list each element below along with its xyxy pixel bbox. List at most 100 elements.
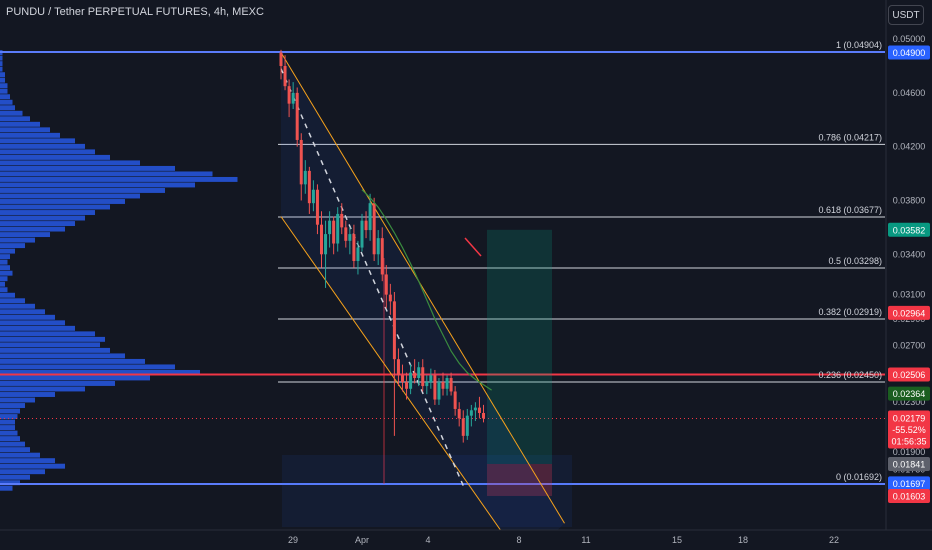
arrow-mark[interactable] [464, 237, 482, 257]
candle-body [380, 238, 384, 275]
candle [441, 372, 445, 396]
price-badge-bg [888, 386, 930, 401]
channel-upper-line[interactable] [280, 52, 565, 524]
volume-profile-bar [0, 121, 40, 127]
candle-body [376, 238, 380, 255]
volume-profile-bar [0, 347, 110, 353]
candle-body [295, 92, 299, 140]
time-tick-label: Apr [355, 535, 369, 545]
candle [340, 203, 344, 235]
volume-profile-bar [0, 270, 13, 276]
time-tick-label: 4 [425, 535, 430, 545]
candle-body [320, 224, 323, 255]
fib-label-0-382: 0.382 (0.02919) [818, 307, 882, 317]
price-badge-label: 0.02364 [893, 389, 926, 399]
fib-label-1: 1 (0.04904) [836, 40, 882, 50]
volume-profile-bar [0, 265, 10, 271]
price-badge-label: 0.02964 [893, 308, 926, 318]
price-badge-label: 0.01603 [893, 491, 926, 501]
candle [368, 193, 372, 241]
time-tick-label: 11 [581, 535, 590, 545]
price-badge-label: 0.01841 [893, 459, 926, 469]
time-axis[interactable]: 29 Apr 4 8 11 15 18 22 [0, 529, 932, 550]
volume-profile-bar [0, 392, 55, 397]
price-tick-label: 0.04600 [893, 88, 926, 98]
candle [417, 361, 421, 387]
current-price-badge[interactable]: 0.02179-55.52% 01:56:35 [888, 410, 930, 449]
volume-profile-bar [0, 127, 50, 133]
candle-body [352, 234, 356, 262]
volume-profile-bar [0, 226, 65, 232]
price-badge-bg [888, 488, 930, 503]
candle-body [279, 52, 283, 66]
candle-body [283, 65, 287, 87]
profit-zone[interactable] [487, 229, 552, 464]
volume-profile-bar [0, 254, 10, 260]
long-position-tool[interactable] [282, 229, 572, 527]
volume-profile-bar [0, 99, 13, 105]
volume-profile-bar [0, 458, 55, 464]
volume-profile-bar [0, 149, 95, 155]
volume-profile-bar [0, 414, 18, 420]
volume-profile-bar [0, 287, 8, 293]
candle [477, 396, 481, 419]
volume-profile-bar [0, 88, 8, 94]
candle [388, 283, 392, 315]
stop-zone[interactable] [487, 463, 552, 496]
candle [457, 402, 461, 427]
volume-profile-bar [0, 116, 30, 122]
candle-body [449, 378, 453, 392]
price-badge-label: 0.02506 [893, 370, 926, 380]
time-tick-label: 29 [288, 535, 298, 545]
price-badge[interactable]: 0.01697 [888, 476, 930, 491]
volume-profile-bar [0, 485, 13, 491]
candle [372, 197, 376, 262]
chart-title: PUNDU / Tether PERPETUAL FUTURES, 4h, ME… [6, 6, 264, 18]
price-badge[interactable]: 0.02506 [888, 367, 930, 382]
candle-body [336, 213, 340, 244]
price-badge[interactable]: 0.01841 [888, 456, 930, 471]
candle [376, 230, 380, 266]
currency-button[interactable]: USDT [888, 5, 924, 25]
candle-countdown: 01:56:35 [891, 437, 926, 447]
price-tick-label: 0.05000 [893, 34, 926, 44]
volume-profile-bar [0, 386, 85, 392]
candle [405, 372, 409, 400]
candle-body [473, 407, 477, 411]
volume-profile-bar [0, 430, 18, 436]
candle-body [392, 301, 396, 360]
price-change-percent: -55.52% [892, 425, 926, 435]
volume-profile-bar [0, 364, 175, 370]
price-badge[interactable]: 0.02964 [888, 305, 930, 320]
candle-body [348, 234, 352, 241]
volume-profile-bar [0, 165, 175, 171]
price-axis[interactable]: 0.05000 0.04600 0.04200 0.03800 0.03400 0.031… [885, 0, 932, 530]
price-badge[interactable]: 0.03582 [888, 222, 930, 237]
candle-body [421, 367, 425, 387]
candle [409, 364, 413, 395]
price-tick-label: 0.03100 [893, 290, 926, 300]
candle [299, 133, 303, 201]
price-badge[interactable]: 0.02364 [888, 386, 930, 401]
volume-profile-bar [0, 77, 5, 83]
moving-average [361, 189, 492, 391]
volume-profile-bar [0, 138, 75, 144]
candle [307, 166, 311, 214]
candle [469, 404, 473, 427]
price-badge-bg [888, 456, 930, 471]
price-badge-label: 0.04900 [893, 48, 926, 58]
volume-profile-bar [0, 176, 238, 182]
candle [315, 184, 319, 235]
candle-body [303, 170, 307, 185]
price-badge[interactable]: 0.04900 [888, 45, 930, 60]
price-badge-label: 0.01697 [893, 479, 926, 489]
volume-profile-bar [0, 83, 8, 89]
volume-profile-bar [0, 408, 20, 414]
current-price-value: 0.02179 [893, 414, 926, 424]
candle [303, 160, 307, 194]
candle [332, 216, 336, 255]
price-badge[interactable]: 0.01603 [888, 488, 930, 503]
time-tick-label: 22 [829, 535, 839, 545]
candle [413, 359, 417, 384]
